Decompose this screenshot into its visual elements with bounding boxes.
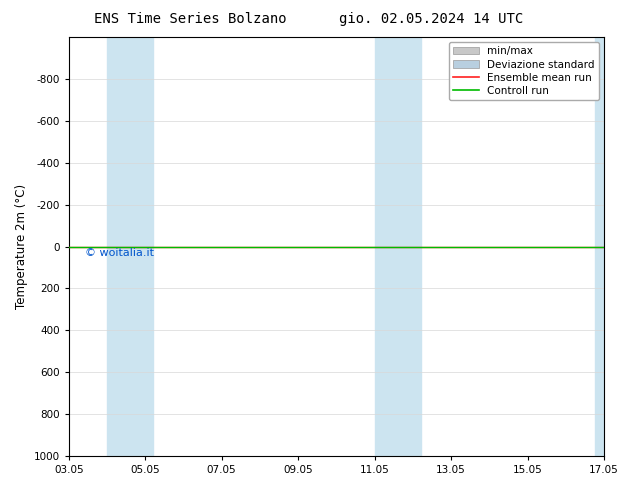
Bar [375, 37, 420, 456]
Bar [107, 37, 153, 456]
Legend: min/max, Deviazione standard, Ensemble mean run, Controll run: min/max, Deviazione standard, Ensemble m… [449, 42, 599, 100]
Text: gio. 02.05.2024 14 UTC: gio. 02.05.2024 14 UTC [339, 12, 523, 26]
Y-axis label: Temperature 2m (°C): Temperature 2m (°C) [15, 184, 28, 309]
Text: ENS Time Series Bolzano: ENS Time Series Bolzano [94, 12, 287, 26]
Text: © woitalia.it: © woitalia.it [85, 248, 154, 258]
Bar [595, 37, 604, 456]
